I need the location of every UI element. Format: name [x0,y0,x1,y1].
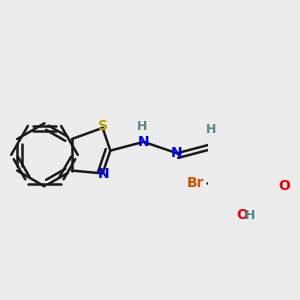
Text: N: N [171,146,183,160]
Text: H: H [245,209,256,222]
Text: O: O [237,208,248,222]
Text: H: H [137,121,147,134]
Text: N: N [98,167,109,181]
Text: O: O [278,179,290,193]
Text: Br: Br [187,176,204,190]
Text: S: S [98,119,108,133]
Text: H: H [206,123,216,136]
Text: N: N [138,135,149,149]
